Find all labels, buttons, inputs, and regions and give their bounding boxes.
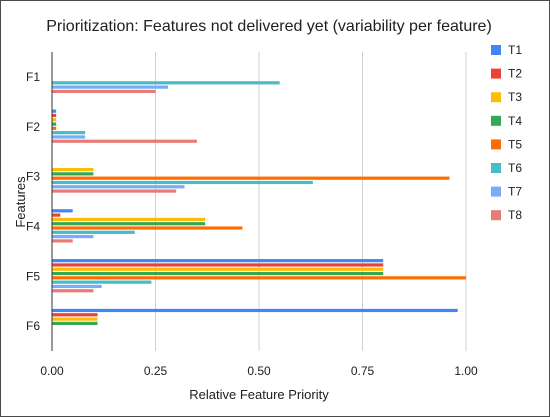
bar-t8-f1 [52, 89, 156, 94]
bar-t8-f3 [52, 189, 177, 193]
y-tick-label: F2 [26, 120, 40, 134]
bar-t4-f4 [52, 222, 206, 226]
bar-t8-f2 [52, 139, 197, 143]
bar-t7-f2 [52, 135, 86, 139]
bar-t5-f3 [52, 176, 450, 180]
bar-t8-f4 [52, 239, 73, 243]
bar-t3-f4 [52, 217, 206, 222]
y-tick-labels: F1 F2 F3 F4 F5 F6 [26, 70, 40, 333]
bar-t5-f4 [52, 226, 243, 230]
bar-t4-f3 [52, 172, 94, 176]
y-tick-label: F6 [26, 319, 40, 333]
bar-t3-f6 [52, 317, 98, 321]
legend-label: T3 [508, 90, 522, 104]
bar-t6-f5 [52, 280, 152, 284]
bar-t4-f5 [52, 271, 384, 276]
legend-swatch [491, 163, 501, 173]
legend-swatch [491, 210, 501, 221]
legend-label: T4 [508, 114, 522, 128]
bar-t3-f5 [52, 267, 384, 271]
bar-t1-f2 [52, 109, 57, 113]
legend-swatch [491, 115, 501, 126]
bar-t4-f2 [52, 122, 57, 126]
legend-label: T6 [508, 161, 522, 175]
legend-swatch [491, 68, 501, 79]
bar-t1-f6 [52, 308, 458, 313]
bar-t2-f2 [52, 113, 57, 118]
y-tick-label: F1 [26, 70, 40, 84]
legend-label: T5 [508, 137, 522, 151]
y-tick-label: F5 [26, 269, 40, 283]
y-axis-title: Features [13, 176, 28, 228]
bar-t2-f4 [52, 213, 61, 217]
y-tick-label: F4 [26, 219, 40, 233]
legend-swatch [491, 92, 501, 103]
legend-label: T8 [508, 208, 522, 222]
legend-label: T7 [508, 185, 522, 199]
legend-label: T2 [508, 67, 522, 81]
bar-t6-f3 [52, 180, 313, 185]
bar-t2-f5 [52, 263, 384, 267]
bar-t7-f3 [52, 185, 185, 189]
bar-t7-f5 [52, 284, 102, 289]
bar-t5-f2 [52, 126, 57, 130]
x-axis-title: Relative Feature Priority [189, 387, 329, 402]
bar-t6-f1 [52, 81, 280, 85]
bar-t6-f4 [52, 230, 135, 234]
bar-t1-f4 [52, 209, 73, 213]
y-tick-label: F3 [26, 170, 40, 184]
legend-swatch [491, 45, 501, 55]
bar-t6-f2 [52, 131, 86, 135]
bar-t2-f6 [52, 313, 98, 317]
bar-t5-f5 [52, 276, 466, 280]
bar-t3-f2 [52, 118, 57, 122]
bars-layer [52, 81, 466, 325]
bar-t4-f6 [52, 321, 98, 325]
x-tick-label: 0.50 [247, 364, 271, 378]
bar-t7-f4 [52, 235, 94, 239]
x-tick-label: 0.75 [351, 364, 375, 378]
x-tick-label: 0.25 [144, 364, 168, 378]
legend: T1 T2 T3 T4 T5 T6 T7 T8 [491, 43, 522, 222]
legend-label: T1 [508, 43, 522, 57]
bar-t7-f1 [52, 85, 168, 89]
bar-t1-f5 [52, 259, 384, 263]
x-tick-label: 0.00 [40, 364, 64, 378]
legend-swatch [491, 139, 501, 150]
bar-t8-f5 [52, 289, 94, 293]
x-tick-labels: 0.00 0.25 0.50 0.75 1.00 [40, 364, 478, 378]
grid-layer [155, 52, 467, 351]
x-tick-label: 1.00 [454, 364, 478, 378]
bar-t3-f3 [52, 167, 94, 172]
legend-swatch [491, 186, 501, 197]
chart-title: Prioritization: Features not delivered y… [46, 18, 492, 35]
